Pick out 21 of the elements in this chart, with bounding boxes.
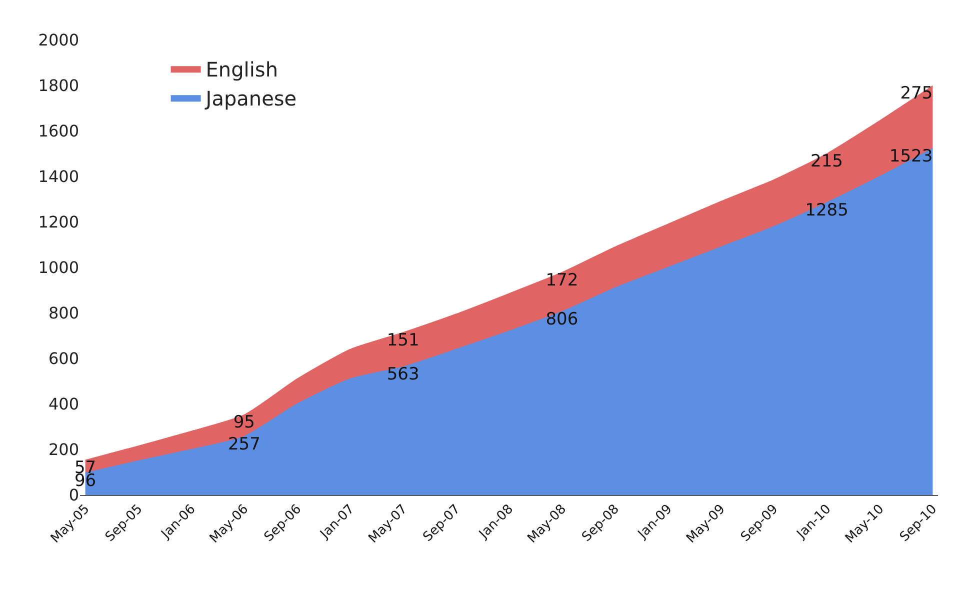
y-tick-label: 1400: [38, 167, 79, 186]
data-label: 215: [810, 152, 844, 172]
y-tick-label: 1000: [38, 258, 79, 278]
y-tick-label: 1800: [38, 76, 79, 96]
data-label: 806: [546, 309, 578, 330]
y-tick-label: 1600: [38, 122, 79, 141]
y-tick-label: 400: [48, 394, 79, 414]
y-tick-label: 2000: [38, 30, 79, 50]
y-tick-label: 0: [68, 486, 79, 505]
data-label: 257: [228, 434, 260, 454]
data-label: 95: [233, 412, 256, 433]
legend-label: Japanese: [204, 86, 297, 110]
y-tick-label: 800: [48, 304, 79, 323]
data-label: 151: [386, 330, 420, 350]
y-tick-label: 200: [48, 440, 79, 460]
data-label: 563: [386, 364, 420, 385]
data-label: 172: [546, 270, 578, 290]
y-tick-label: 600: [48, 349, 79, 368]
data-label: 1285: [805, 200, 848, 220]
legend-label: English: [206, 57, 278, 82]
y-tick-label: 1200: [38, 212, 79, 232]
